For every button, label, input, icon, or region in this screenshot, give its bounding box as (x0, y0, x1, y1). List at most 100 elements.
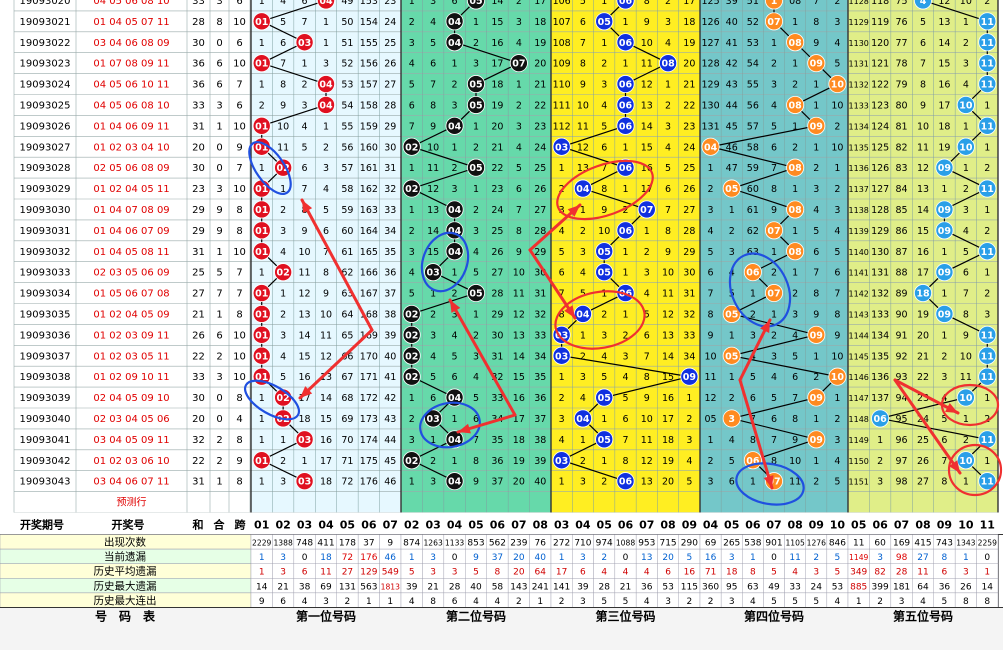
miss-count: 34 (534, 351, 546, 362)
miss-count: 2 (686, 414, 692, 425)
miss-count: 58 (341, 184, 353, 195)
hit-number: 09 (810, 330, 823, 341)
stat-value: 4 (835, 597, 841, 607)
stat-value: 0 (452, 553, 458, 563)
header-col: 03 (554, 519, 569, 532)
miss-count: 155 (360, 38, 378, 49)
hit-number: 11 (981, 59, 994, 70)
miss-count: 57 (747, 121, 759, 132)
miss-count: 2 (771, 59, 777, 70)
issue-cell: 19093042 (20, 456, 71, 467)
miss-count: 4 (941, 393, 947, 404)
miss-count: 1 (771, 38, 777, 49)
hit-number: 10 (959, 142, 973, 153)
miss-count: 2 (984, 414, 990, 425)
miss-count: 78 (896, 59, 908, 70)
miss-count: 6 (302, 163, 308, 174)
miss-count: 173 (360, 414, 378, 425)
stat-value: 3 (899, 597, 905, 607)
header-col: 07 (639, 519, 654, 532)
miss-count: 1 (430, 289, 436, 300)
miss-count: 2 (963, 184, 969, 195)
miss-count: 6 (941, 435, 947, 446)
stat-value: 3 (665, 597, 671, 607)
miss-count: 3 (452, 100, 458, 111)
stat-value: 11 (789, 553, 800, 563)
miss-count: 3 (834, 17, 840, 28)
stat-value: 64 (917, 582, 929, 592)
miss-count: 1 (729, 205, 735, 216)
stat-value: 71 (705, 568, 716, 578)
hit-number: 01 (255, 59, 268, 70)
stat-value: 1105 (785, 539, 804, 548)
hit-ball (252, 242, 271, 261)
miss-count: 1 (984, 456, 990, 467)
miss-count: 1 (792, 17, 798, 28)
miss-count: 30 (534, 268, 546, 279)
miss-count: 3 (516, 17, 522, 28)
miss-count: 65 (341, 330, 353, 341)
miss-count: 11 (641, 59, 653, 70)
he-cell: 9 (216, 226, 222, 237)
hit-number: 04 (448, 477, 462, 488)
miss-count: 13 (641, 100, 653, 111)
header-col: 05 (724, 519, 739, 532)
stat-value: 2259 (978, 539, 997, 548)
hit-ball (595, 12, 614, 31)
miss-count: 2 (559, 393, 565, 404)
hit-number: 11 (981, 38, 994, 49)
miss-count: 2 (580, 351, 586, 362)
stat-value: 710 (574, 539, 591, 549)
miss-count: 1 (644, 226, 650, 237)
stat-value: 885 (850, 582, 867, 592)
stat-value: 3 (430, 553, 436, 563)
span-cell: 6 (236, 100, 242, 111)
hit-number: 11 (981, 477, 994, 488)
hit-number: 08 (789, 100, 803, 111)
miss-count: 19 (938, 142, 950, 153)
hit-ball (935, 263, 954, 282)
miss-count: 4 (280, 0, 286, 7)
stat-value: 1276 (807, 539, 826, 548)
miss-count: 21 (683, 80, 695, 91)
stat-value: 6 (665, 568, 671, 578)
miss-count: 5 (622, 393, 628, 404)
miss-count: 16 (491, 38, 503, 49)
miss-count: 6 (580, 17, 586, 28)
miss-count: 6 (750, 393, 756, 404)
issue-cell: 19093036 (20, 330, 71, 341)
span-cell: 10 (233, 351, 246, 362)
miss-count: 8 (750, 435, 756, 446)
miss-count: 1142 (849, 290, 869, 299)
miss-count: 45 (726, 121, 738, 132)
miss-count: 2 (473, 142, 479, 153)
miss-count: 3 (834, 435, 840, 446)
miss-count: 3 (473, 59, 479, 70)
sum-cell: 22 (192, 456, 205, 467)
miss-count: 13 (427, 205, 439, 216)
miss-count: 1 (452, 59, 458, 70)
stat-value: 3 (452, 568, 458, 578)
stat-value: 20 (513, 553, 525, 563)
hit-number: 02 (405, 456, 418, 467)
draw-cell: 04 05 06 10 11 (93, 80, 169, 91)
hit-ball (786, 95, 805, 114)
miss-count: 1 (963, 17, 969, 28)
miss-count: 128 (871, 205, 889, 216)
hit-ball (807, 54, 826, 73)
miss-count: 8 (963, 309, 969, 320)
miss-count: 6 (323, 226, 329, 237)
span-cell: 10 (233, 59, 246, 70)
hit-ball (701, 137, 720, 156)
miss-count: 174 (360, 435, 378, 446)
span-cell: 10 (233, 17, 246, 28)
miss-count: 1 (729, 372, 735, 383)
stat-value: 8 (495, 568, 501, 578)
stat-value: 5 (686, 553, 692, 563)
miss-count: 58 (747, 142, 759, 153)
miss-count: 63 (341, 289, 353, 300)
miss-count: 126 (702, 17, 720, 28)
stat-value: 0 (623, 553, 629, 563)
miss-count: 5 (644, 309, 650, 320)
